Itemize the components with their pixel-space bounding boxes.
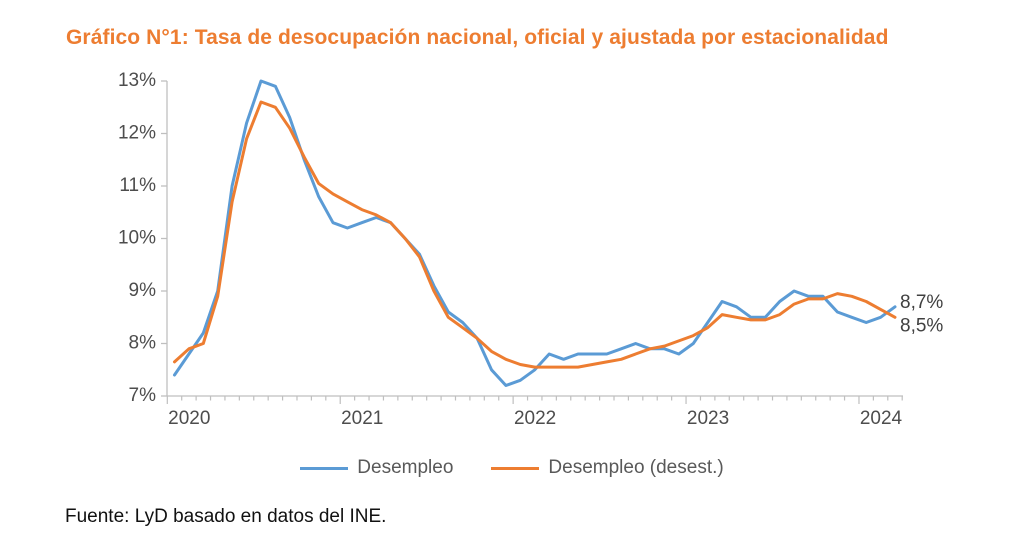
y-tick-label: 11%	[119, 175, 156, 196]
legend-item-desempleo[interactable]: Desempleo	[300, 457, 453, 479]
chart-legend: Desempleo Desempleo (desest.)	[0, 457, 1024, 479]
series-line-desempleo-desest	[173, 100, 897, 369]
chart-title: Gráfico N°1: Tasa de desocupación nacion…	[66, 26, 889, 49]
y-tick-label: 12%	[118, 123, 156, 144]
end-value-label-desempleo: 8,7%	[900, 292, 943, 313]
x-tick-label: 2022	[514, 408, 556, 429]
legend-label-desempleo: Desempleo	[357, 457, 454, 478]
y-tick-label: 8%	[129, 333, 157, 354]
y-tick-label: 9%	[129, 280, 157, 301]
y-tick-label: 13%	[118, 70, 156, 91]
x-tick-label: 2020	[168, 408, 210, 429]
y-tick-label: 7%	[129, 385, 157, 406]
x-tick-label: 2021	[341, 408, 383, 429]
legend-line-swatch-desempleo	[300, 466, 349, 470]
x-tick-label: 2023	[687, 408, 729, 429]
y-tick-label: 10%	[118, 228, 156, 249]
series-line-desempleo	[173, 79, 897, 387]
source-note: Fuente: LyD basado en datos del INE.	[65, 506, 387, 527]
legend-item-desempleo-desest[interactable]: Desempleo (desest.)	[491, 457, 724, 479]
end-value-label-desempleo-desest: 8,5%	[900, 315, 943, 336]
legend-label-desempleo-desest: Desempleo (desest.)	[548, 457, 724, 478]
legend-line-swatch-desempleo-desest	[491, 466, 540, 470]
x-tick-label: 2024	[860, 408, 903, 429]
